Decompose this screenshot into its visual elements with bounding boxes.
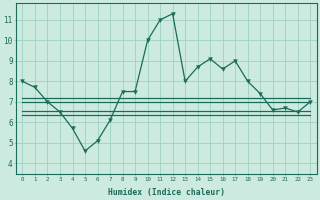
X-axis label: Humidex (Indice chaleur): Humidex (Indice chaleur)	[108, 188, 225, 197]
